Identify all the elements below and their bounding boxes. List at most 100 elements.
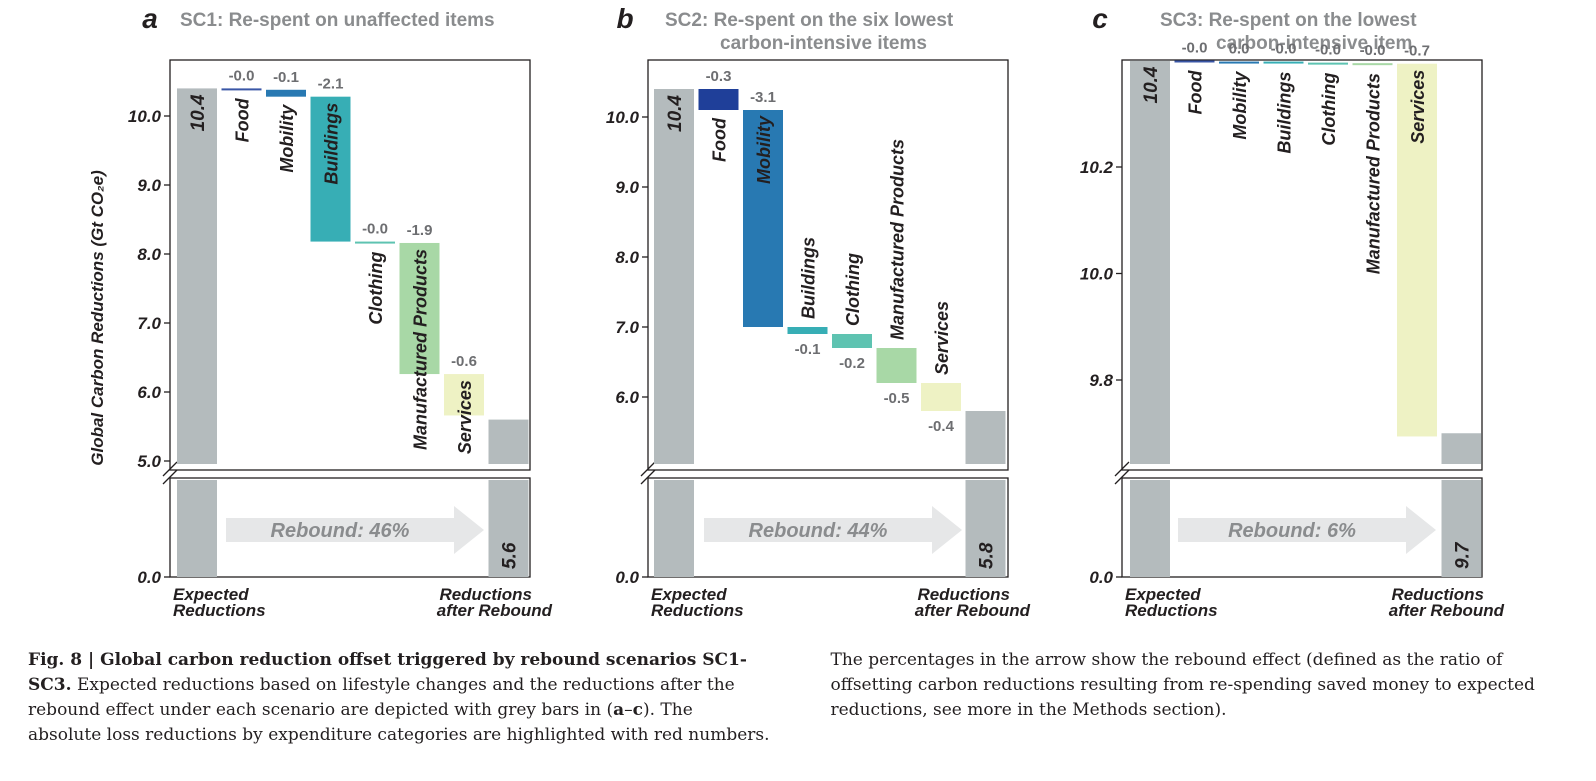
y-tick-label: 9.0 xyxy=(615,178,639,197)
bar-step-1 xyxy=(1174,60,1215,63)
bar-delta-label: -0.1 xyxy=(273,69,299,86)
y-tick-label: 10.0 xyxy=(1080,265,1114,284)
figure-chart-panels: a SC1: Re-spent on unaffected items 0.0 5.0… xyxy=(88,3,1505,620)
bar-value-label: 5.6 xyxy=(500,542,521,569)
plot-frame-upper xyxy=(169,59,531,471)
category-label: Buildings xyxy=(322,103,342,185)
y-axis-label: Global Carbon Reductions (Gt CO₂e) xyxy=(88,170,107,466)
axis-break-mark xyxy=(162,461,178,485)
bar-after-rebound-lower xyxy=(1441,480,1482,577)
category-label: Food xyxy=(233,97,253,142)
bar-delta-label: -0.0 xyxy=(1271,41,1297,58)
y-tick-label: 9.0 xyxy=(137,176,161,195)
plot-frame-lower xyxy=(1121,477,1483,578)
chart-panel-b: b SC2: Re-spent on the six lowest carbon-i… xyxy=(606,3,1031,620)
axis-break-gap xyxy=(160,471,540,477)
bar-step-3 xyxy=(1263,61,1304,64)
axis-break-gap xyxy=(1112,471,1492,477)
bar-delta-label: -0.2 xyxy=(839,355,865,372)
category-label: Food xyxy=(710,117,730,162)
axis-break-mark xyxy=(1114,461,1130,485)
figure-caption: Fig. 8 | Global carbon reduction offset … xyxy=(28,648,1573,748)
bar-delta-label: -3.1 xyxy=(750,89,776,106)
bar-after-rebound-lower xyxy=(965,480,1006,577)
category-label: Buildings xyxy=(799,237,819,319)
y-tick-label: 7.0 xyxy=(137,314,161,333)
chart-title: SC1: Re-spent on unaffected items xyxy=(180,10,495,31)
plot-frame-upper xyxy=(647,59,1009,471)
bar-value-label: 9.7 xyxy=(1453,541,1474,569)
bar-expected-upper xyxy=(654,89,694,464)
bar-delta-label: -0.3 xyxy=(706,68,732,85)
bar-step-5 xyxy=(399,242,440,375)
category-label: Manufactured Products xyxy=(411,249,431,450)
bar-step-6 xyxy=(1397,63,1437,437)
plot-frame-lower xyxy=(647,477,1009,578)
bar-after-rebound-upper xyxy=(965,411,1006,464)
bar-step-3 xyxy=(787,327,828,334)
rebound-label: Rebound: 46% xyxy=(271,520,410,542)
y-tick-label: 0.0 xyxy=(137,568,161,587)
bar-step-4 xyxy=(832,334,872,348)
rebound-arrow xyxy=(226,506,484,554)
y-tick-label: 10.0 xyxy=(128,107,162,126)
y-tick-label: 10.0 xyxy=(606,108,640,127)
bar-step-6 xyxy=(921,383,961,411)
rebound-arrow xyxy=(704,506,962,554)
category-label: Clothing xyxy=(1319,73,1339,146)
bar-step-6 xyxy=(444,374,484,416)
axis-break-mark xyxy=(640,461,656,485)
rebound-label: Rebound: 6% xyxy=(1228,520,1356,542)
y-tick-label: 8.0 xyxy=(615,248,639,267)
x-label-expected: Expected Reductions xyxy=(1125,585,1218,620)
bar-step-5 xyxy=(1352,63,1393,66)
caption-title: Fig. 8 | Global carbon reduction offset … xyxy=(28,650,747,695)
bar-value-label: 5.8 xyxy=(977,542,998,569)
x-label-after-rebound: Reductions after Rebound xyxy=(915,585,1031,620)
caption-body-2: ). The absolute loss reductions by expen… xyxy=(28,650,1535,745)
x-label-after-rebound: Reductions after Rebound xyxy=(437,585,553,620)
category-label: Food xyxy=(1186,69,1206,114)
y-tick-label: 6.0 xyxy=(137,383,161,402)
axis-break-gap xyxy=(638,471,1018,477)
bar-step-1 xyxy=(698,89,739,110)
chart-title: SC3: Re-spent on the lowest carbon-intens… xyxy=(1160,10,1417,54)
y-tick-label: 0.0 xyxy=(615,568,639,587)
bar-after-rebound-upper xyxy=(1441,433,1482,464)
y-tick-label: 9.8 xyxy=(1089,371,1113,390)
chart-title: SC2: Re-spent on the six lowest carbon-in… xyxy=(665,10,954,54)
category-label: Mobility xyxy=(277,104,297,173)
category-label: Services xyxy=(932,301,952,375)
category-label: Manufactured Products xyxy=(1364,73,1384,274)
x-label-expected: Expected Reductions xyxy=(651,585,744,620)
y-tick-label: 0.0 xyxy=(1089,568,1113,587)
caption-dash: – xyxy=(624,700,633,720)
bar-expected-lower xyxy=(177,480,217,577)
category-label: Clothing xyxy=(843,253,863,326)
bar-delta-label: -0.0 xyxy=(1360,42,1386,59)
category-label: Services xyxy=(455,380,475,454)
bar-delta-label: -1.9 xyxy=(407,222,433,239)
panel-label: c xyxy=(1092,3,1108,34)
caption-body-1: Expected reductions based on lifestyle c… xyxy=(28,675,735,720)
bar-step-2 xyxy=(743,110,783,327)
bar-step-3 xyxy=(310,96,351,242)
bar-after-rebound-lower xyxy=(488,480,529,577)
bar-step-4 xyxy=(355,241,395,244)
bar-step-2 xyxy=(1219,61,1259,64)
bar-value-label: 10.4 xyxy=(665,95,686,132)
bar-delta-label: -0.4 xyxy=(928,418,955,435)
bar-delta-label: -0.0 xyxy=(1182,40,1208,57)
bar-after-rebound-upper xyxy=(488,419,529,464)
rebound-label: Rebound: 44% xyxy=(749,520,888,542)
bar-step-2 xyxy=(266,89,306,97)
bar-expected-upper xyxy=(1130,60,1170,464)
plot-frame-lower xyxy=(169,477,531,578)
y-tick-label: 5.0 xyxy=(137,452,161,471)
bar-expected-lower xyxy=(1130,480,1170,577)
bar-step-1 xyxy=(221,88,262,91)
rebound-arrow xyxy=(1178,506,1436,554)
category-label: Mobility xyxy=(1230,71,1250,140)
y-tick-label: 7.0 xyxy=(615,318,639,337)
bar-delta-label: -0.1 xyxy=(795,341,821,358)
